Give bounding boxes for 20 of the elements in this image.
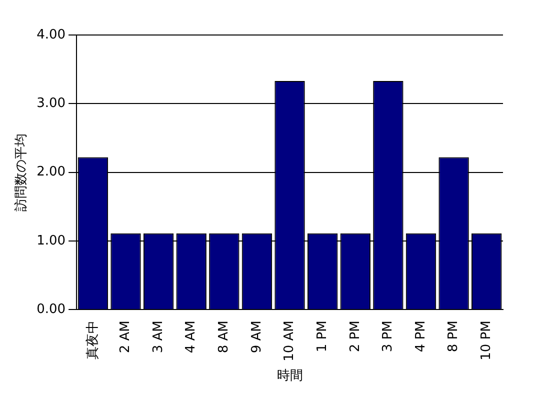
y-axis-title: 訪問数の平均: [14, 133, 30, 212]
x-axis-title: 時間: [276, 368, 303, 384]
y-tick-label: 3.00: [36, 96, 66, 112]
x-tick-label: 1 PM: [314, 320, 330, 352]
x-tick-label: 9 AM: [249, 320, 264, 354]
x-tick-label: 8 AM: [216, 320, 232, 354]
x-tick-label: 10 AM: [282, 320, 298, 362]
y-tick-label: 1.00: [36, 233, 66, 248]
x-tick-label: 真夜中: [84, 320, 100, 360]
x-tick-label: 8 PM: [446, 320, 462, 352]
y-tick-label: 2.00: [36, 164, 66, 180]
y-tick-label: 4.00: [36, 27, 66, 42]
x-tick-label: 3 PM: [380, 320, 396, 352]
x-tick-label: 3 AM: [150, 320, 166, 354]
x-tick-label: 4 AM: [184, 320, 199, 354]
x-tick-label: 4 PM: [413, 320, 428, 352]
x-tick-label: 2 AM: [118, 320, 134, 354]
x-tick-label: 10 PM: [478, 320, 494, 360]
x-tick-label: 2 PM: [348, 320, 363, 352]
y-tick-label: 0.00: [36, 302, 66, 317]
